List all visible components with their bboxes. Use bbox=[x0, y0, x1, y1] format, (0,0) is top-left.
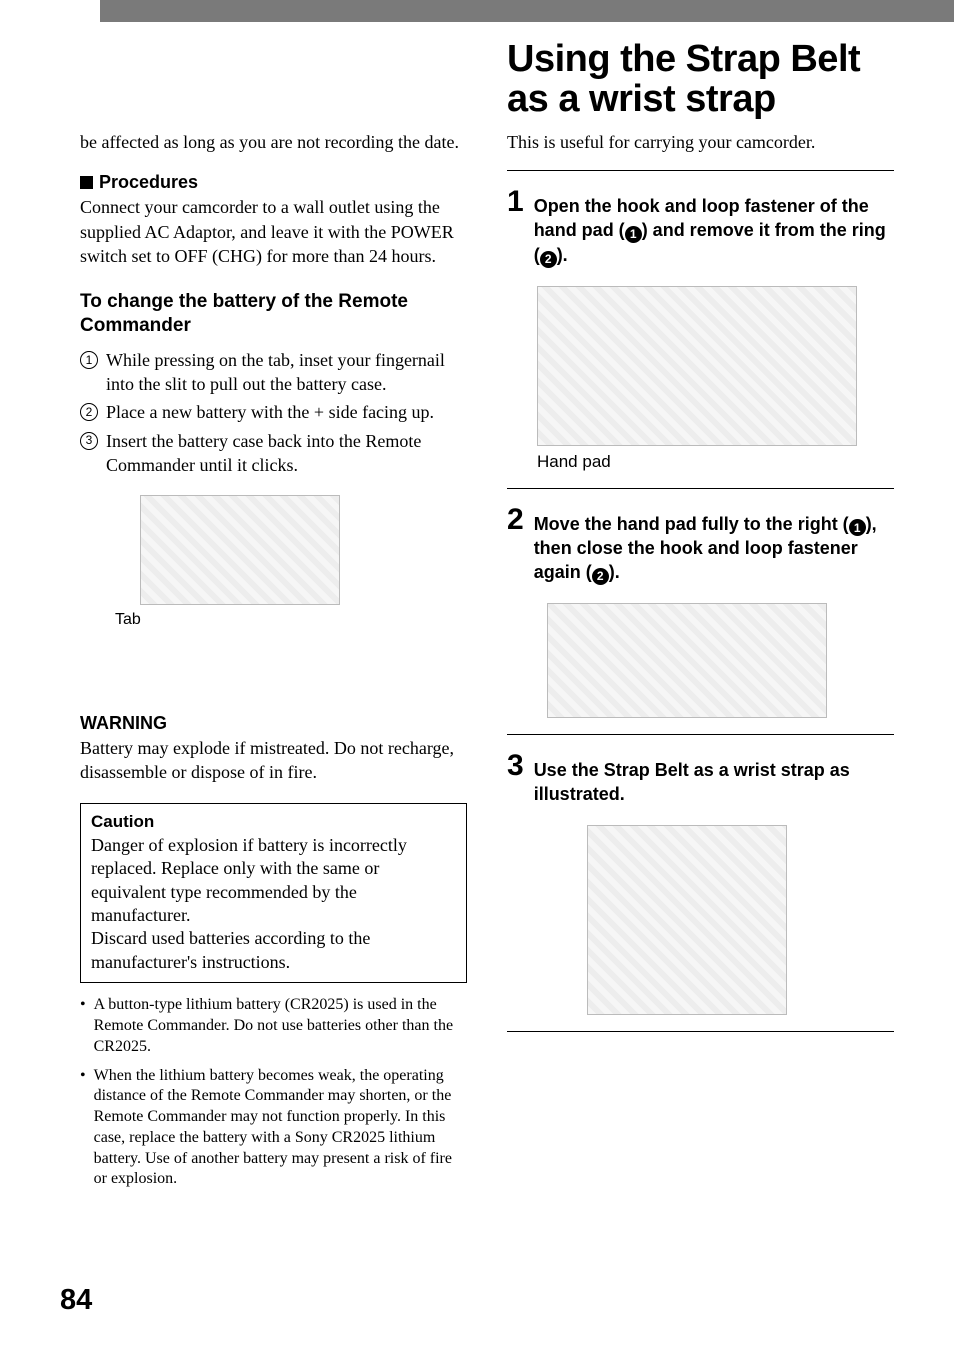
ref-2-icon: 2 bbox=[592, 568, 609, 585]
step-1-figure bbox=[537, 286, 857, 446]
text-part: ). bbox=[557, 245, 568, 265]
remote-battery-figure bbox=[140, 495, 340, 605]
divider bbox=[507, 488, 894, 489]
divider bbox=[507, 170, 894, 171]
ref-1-icon: 1 bbox=[849, 519, 866, 536]
caution-box: Caution Danger of explosion if battery i… bbox=[80, 803, 467, 983]
intro-fragment: be affected as long as you are not recor… bbox=[80, 130, 467, 154]
left-column: be affected as long as you are not recor… bbox=[80, 30, 467, 1198]
list-item: 2 Place a new battery with the + side fa… bbox=[80, 400, 467, 424]
caution-title: Caution bbox=[91, 812, 456, 832]
step-1: 1 Open the hook and loop fastener of the… bbox=[507, 187, 894, 267]
step-number-icon: 3 bbox=[80, 432, 98, 450]
list-item: 3 Insert the battery case back into the … bbox=[80, 429, 467, 478]
tab-label: Tab bbox=[115, 611, 141, 629]
note-text: A button-type lithium battery (CR2025) i… bbox=[94, 995, 467, 1057]
ref-2-icon: 2 bbox=[540, 251, 557, 268]
square-icon bbox=[80, 176, 93, 189]
text-part: Move the hand pad fully to the right ( bbox=[534, 514, 849, 534]
ref-1-icon: 1 bbox=[625, 226, 642, 243]
step-3-text: Use the Strap Belt as a wrist strap as i… bbox=[534, 751, 894, 807]
step-number: 1 bbox=[507, 187, 524, 267]
divider bbox=[507, 1031, 894, 1032]
header-bar bbox=[100, 0, 954, 22]
step-2-text: Move the hand pad fully to the right (1)… bbox=[534, 505, 894, 585]
procedures-body: Connect your camcorder to a wall outlet … bbox=[80, 195, 467, 268]
list-item: 1 While pressing on the tab, inset your … bbox=[80, 348, 467, 397]
step-3-figure bbox=[587, 825, 787, 1015]
procedures-label: Procedures bbox=[99, 172, 198, 193]
step-text: While pressing on the tab, inset your fi… bbox=[106, 348, 467, 397]
notes-list: • A button-type lithium battery (CR2025)… bbox=[80, 995, 467, 1190]
warning-heading: WARNING bbox=[80, 713, 467, 734]
right-column: Using the Strap Belt as a wrist strap Th… bbox=[507, 30, 894, 1198]
procedures-heading: Procedures bbox=[80, 172, 467, 193]
note-text: When the lithium battery becomes weak, t… bbox=[94, 1066, 467, 1191]
bullet-icon: • bbox=[80, 1066, 86, 1191]
step-number: 2 bbox=[507, 505, 524, 585]
page-number: 84 bbox=[60, 1284, 92, 1317]
list-item: • When the lithium battery becomes weak,… bbox=[80, 1066, 467, 1191]
battery-steps-list: 1 While pressing on the tab, inset your … bbox=[80, 348, 467, 477]
step-text: Insert the battery case back into the Re… bbox=[106, 429, 467, 478]
step-3: 3 Use the Strap Belt as a wrist strap as… bbox=[507, 751, 894, 807]
main-title: Using the Strap Belt as a wrist strap bbox=[507, 40, 894, 120]
step-2-figure bbox=[547, 603, 827, 718]
divider bbox=[507, 734, 894, 735]
bullet-icon: • bbox=[80, 995, 86, 1057]
step-2: 2 Move the hand pad fully to the right (… bbox=[507, 505, 894, 585]
step-text: Place a new battery with the + side faci… bbox=[106, 400, 434, 424]
text-part: ). bbox=[609, 562, 620, 582]
step-number: 3 bbox=[507, 751, 524, 807]
change-battery-heading: To change the battery of the Remote Comm… bbox=[80, 290, 467, 338]
step-number-icon: 2 bbox=[80, 403, 98, 421]
caution-body-1: Danger of explosion if battery is incorr… bbox=[91, 834, 456, 928]
caution-body-2: Discard used batteries according to the … bbox=[91, 927, 456, 974]
list-item: • A button-type lithium battery (CR2025)… bbox=[80, 995, 467, 1057]
warning-body: Battery may explode if mistreated. Do no… bbox=[80, 736, 467, 785]
hand-pad-label: Hand pad bbox=[537, 452, 894, 472]
step-number-icon: 1 bbox=[80, 351, 98, 369]
page-content: be affected as long as you are not recor… bbox=[0, 30, 954, 1198]
step-1-text: Open the hook and loop fastener of the h… bbox=[534, 187, 894, 267]
right-intro: This is useful for carrying your camcord… bbox=[507, 130, 894, 154]
